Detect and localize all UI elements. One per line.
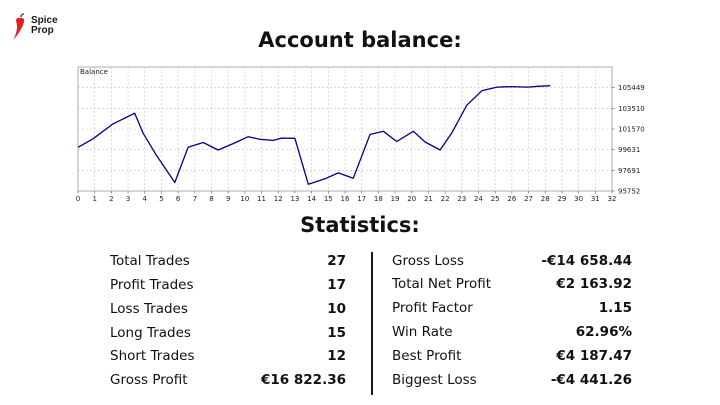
x-tick-label: 24 [474, 195, 483, 203]
stat-row-total-trades: Total Trades 27 [110, 251, 346, 271]
balance-chart-svg: 0 1 2 3 4 5 6 7 8 9 10 11 12 13 14 15 16 17 18 19 20 21 22 23 24… [76, 66, 645, 203]
x-tick-label: 20 [407, 195, 416, 203]
x-tick-label: 26 [507, 195, 516, 203]
y-tick-label: 95752 [618, 188, 640, 196]
stat-value: 62.96% [575, 324, 632, 340]
stat-value: 1.15 [598, 300, 632, 316]
brand-logo: Spice Prop [10, 13, 80, 43]
x-tick-label: 30 [574, 195, 583, 203]
stat-label: Total Trades [110, 253, 190, 269]
x-tick-label: 18 [374, 195, 383, 203]
y-tick-label: 105449 [618, 84, 645, 92]
stat-row-profit-trades: Profit Trades 17 [110, 275, 346, 295]
chili-pepper-icon [13, 13, 25, 40]
x-tick-label: 19 [391, 195, 400, 203]
stat-label: Win Rate [392, 324, 453, 340]
x-tick-label: 7 [193, 195, 197, 203]
stat-row-biggest-loss: Biggest Loss -€4 441.26 [392, 370, 632, 390]
stat-label: Total Net Profit [392, 276, 492, 292]
stat-value: €16 822.36 [261, 372, 346, 388]
stat-value: 27 [327, 253, 346, 269]
stat-value: -€4 441.26 [550, 372, 632, 388]
y-tick-label: 99631 [618, 146, 640, 154]
x-tick-label: 13 [290, 195, 299, 203]
x-tick-label: 16 [341, 195, 350, 203]
stat-label: Short Trades [110, 348, 195, 364]
x-tick-label: 23 [457, 195, 466, 203]
stats-title: Statistics: [300, 213, 420, 237]
x-tick-label: 21 [424, 195, 433, 203]
stat-row-total-net-profit: Total Net Profit €2 163.92 [392, 274, 632, 294]
y-tick-label: 101570 [618, 126, 645, 134]
brand-name-line2: Prop [31, 25, 54, 36]
stat-row-best-profit: Best Profit €4 187.47 [392, 346, 632, 366]
stat-row-gross-profit: Gross Profit €16 822.36 [110, 370, 346, 390]
stat-row-short-trades: Short Trades 12 [110, 346, 346, 366]
x-tick-label: 8 [209, 195, 213, 203]
stat-value: €4 187.47 [556, 348, 632, 364]
page-title: Account balance: [258, 28, 462, 52]
x-tick-label: 28 [541, 195, 550, 203]
x-tick-label: 22 [441, 195, 450, 203]
stat-label: Profit Factor [392, 300, 473, 316]
x-tick-label: 11 [257, 195, 266, 203]
stat-label: Biggest Loss [392, 372, 477, 388]
x-tick-label: 31 [591, 195, 600, 203]
x-tick-label: 1 [92, 195, 96, 203]
stat-label: Long Trades [110, 325, 191, 341]
x-tick-label: 0 [76, 195, 80, 203]
x-tick-label: 9 [226, 195, 230, 203]
brand-name-line1: Spice [31, 15, 58, 26]
stat-row-win-rate: Win Rate 62.96% [392, 322, 632, 342]
x-tick-label: 12 [274, 195, 283, 203]
x-tick-label: 3 [126, 195, 130, 203]
stat-label: Best Profit [392, 348, 462, 364]
brand-name: Spice Prop [31, 16, 58, 36]
x-tick-label: 14 [307, 195, 316, 203]
x-tick-label: 4 [143, 195, 148, 203]
stat-label: Gross Loss [392, 253, 464, 269]
x-tick-label: 5 [159, 195, 163, 203]
stat-value: -€14 658.44 [541, 253, 632, 269]
stat-row-profit-factor: Profit Factor 1.15 [392, 298, 632, 318]
x-tick-label: 25 [491, 195, 500, 203]
y-tick-label: 103510 [618, 105, 645, 113]
chart-title: Balance [80, 68, 108, 76]
stat-value: 12 [327, 348, 346, 364]
stat-label: Loss Trades [110, 301, 188, 317]
stat-value: 15 [327, 325, 346, 341]
stats-divider [371, 252, 373, 395]
x-tick-label: 32 [608, 195, 617, 203]
x-tick-label: 27 [524, 195, 533, 203]
stat-value: 10 [327, 301, 346, 317]
stat-label: Profit Trades [110, 277, 194, 293]
balance-line [77, 85, 551, 185]
x-tick-label: 2 [109, 195, 113, 203]
y-tick-label: 97691 [618, 167, 640, 175]
stat-row-long-trades: Long Trades 15 [110, 323, 346, 343]
balance-chart: 0 1 2 3 4 5 6 7 8 9 10 11 12 13 14 15 16 17 18 19 20 21 22 23 24… [60, 62, 660, 204]
x-tick-label: 15 [324, 195, 333, 203]
x-tick-label: 6 [176, 195, 181, 203]
x-tick-label: 17 [357, 195, 366, 203]
x-tick-label: 29 [557, 195, 566, 203]
x-tick-label: 10 [240, 195, 249, 203]
stat-value: €2 163.92 [556, 276, 632, 292]
stat-row-loss-trades: Loss Trades 10 [110, 299, 346, 319]
stat-value: 17 [327, 277, 346, 293]
stat-row-gross-loss: Gross Loss -€14 658.44 [392, 251, 632, 271]
stat-label: Gross Profit [110, 372, 188, 388]
